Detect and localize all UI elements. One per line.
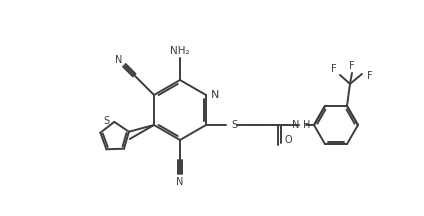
Text: N: N [292, 120, 299, 130]
Text: N: N [211, 90, 219, 100]
Text: S: S [231, 120, 237, 130]
Text: F: F [367, 71, 373, 81]
Text: F: F [331, 64, 337, 74]
Text: N: N [176, 177, 184, 187]
Text: O: O [285, 135, 293, 145]
Text: NH₂: NH₂ [170, 46, 190, 56]
Text: S: S [103, 116, 109, 126]
Text: F: F [349, 61, 355, 71]
Text: H: H [303, 120, 310, 130]
Text: N: N [115, 55, 123, 65]
